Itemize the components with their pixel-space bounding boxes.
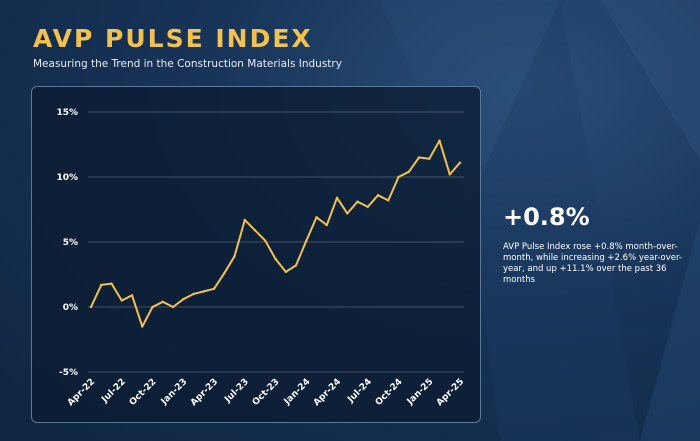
- data-point: [243, 218, 246, 222]
- data-point: [294, 264, 298, 267]
- x-tick-label: Jul-24: [346, 377, 374, 405]
- x-tick-label: Jul-23: [223, 377, 251, 405]
- data-point: [448, 173, 451, 176]
- data-point: [120, 299, 123, 302]
- data-point: [284, 270, 287, 274]
- data-point: [233, 255, 236, 258]
- data-point: [161, 300, 164, 303]
- data-point: [376, 194, 380, 197]
- y-tick-label: -5%: [59, 368, 78, 378]
- data-point: [315, 216, 318, 219]
- data-point: [366, 205, 369, 209]
- x-tick-label: Oct-24: [374, 377, 405, 408]
- data-point: [192, 292, 195, 296]
- data-point: [182, 298, 185, 301]
- data-point: [458, 161, 462, 164]
- data-point: [325, 223, 328, 227]
- data-point: [274, 257, 277, 261]
- data-point: [253, 229, 257, 232]
- x-tick-label: Apr-25: [435, 377, 466, 408]
- y-tick-label: 5%: [63, 238, 78, 248]
- x-tick-label: Jul-22: [100, 377, 128, 405]
- x-tick-label: Jan-23: [159, 377, 189, 407]
- data-point: [397, 175, 400, 179]
- line-chart: 15%10%5%0%-5%Apr-22 Jul-22 Oct-22 Jan-23 Apr…: [56, 108, 466, 408]
- data-point: [438, 139, 441, 142]
- y-tick-label: 10%: [56, 173, 78, 183]
- stat-value: +0.8%: [503, 203, 590, 231]
- x-tick-label: Apr-23: [189, 377, 220, 408]
- data-point: [428, 157, 431, 160]
- series-line: [90, 139, 461, 328]
- y-tick-label: 0%: [63, 303, 78, 313]
- data-point: [223, 272, 226, 275]
- data-point: [100, 283, 103, 287]
- data-point: [356, 200, 359, 203]
- stat-description: AVP Pulse Index rose +0.8% month-over-mo…: [503, 242, 682, 285]
- x-tick-label: Apr-22: [66, 377, 97, 408]
- data-point: [130, 294, 134, 297]
- data-point: [89, 305, 93, 309]
- data-point: [110, 282, 113, 285]
- data-point: [387, 199, 390, 202]
- page-subtitle: Measuring the Trend in the Construction …: [33, 58, 342, 70]
- data-point: [141, 325, 144, 328]
- data-point: [264, 239, 267, 242]
- data-point: [171, 305, 175, 309]
- data-point: [407, 170, 410, 173]
- x-tick-label: Jan-24: [282, 377, 312, 407]
- data-point: [417, 156, 421, 159]
- x-tick-label: Jan-25: [405, 377, 435, 407]
- y-tick-label: 15%: [56, 108, 78, 118]
- data-point: [151, 305, 154, 309]
- page-title: AVP PULSE INDEX: [33, 24, 313, 53]
- data-point: [202, 290, 205, 293]
- data-point: [346, 212, 349, 215]
- x-tick-label: Oct-22: [128, 377, 159, 408]
- data-point: [335, 196, 339, 199]
- data-point: [212, 287, 216, 290]
- chart-panel: 15% 10% 5% 0% -5% Apr-22 Jul-22 Oct-22 Jan-23 Apr…: [31, 86, 481, 423]
- data-point: [305, 239, 308, 242]
- x-tick-label: Apr-24: [312, 377, 343, 408]
- x-tick-label: Oct-23: [251, 377, 282, 408]
